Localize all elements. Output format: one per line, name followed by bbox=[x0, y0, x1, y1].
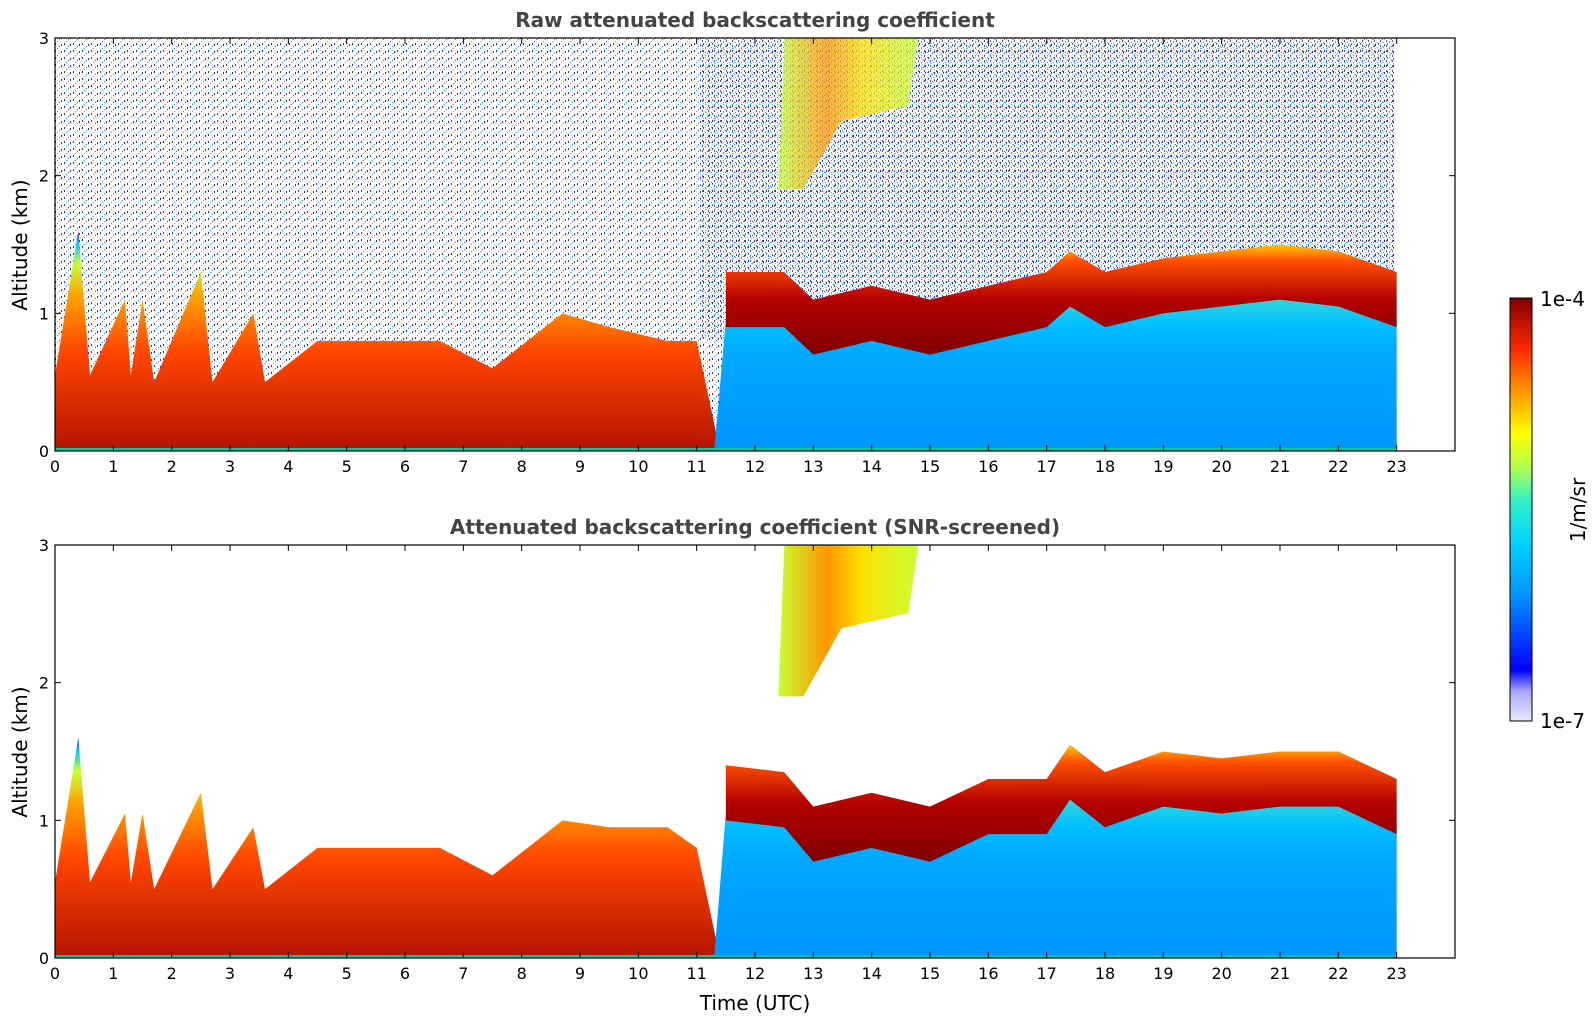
y-tick-label: 0 bbox=[39, 949, 49, 968]
x-tick-label: 16 bbox=[978, 457, 998, 476]
x-tick-label: 8 bbox=[517, 964, 527, 983]
x-tick-label: 20 bbox=[1211, 964, 1231, 983]
x-tick-label: 3 bbox=[225, 964, 235, 983]
daytime-boundary-layer bbox=[55, 230, 720, 451]
surface-band bbox=[55, 448, 1397, 451]
colorbar-max-label: 1e-4 bbox=[1540, 287, 1585, 311]
raw-x-axis: 0 1 2 3 4 5 6 7 8 9 10 11 12 13 14 15 16 17 18 19 20 21 22 23 bbox=[50, 38, 1407, 476]
raw-y-axis-label: Altitude (km) bbox=[8, 179, 32, 310]
x-axis-label: Time (UTC) bbox=[699, 991, 811, 1015]
x-tick-label: 3 bbox=[225, 457, 235, 476]
x-tick-label: 8 bbox=[517, 457, 527, 476]
x-tick-label: 13 bbox=[803, 964, 823, 983]
residual-layer bbox=[714, 792, 1397, 958]
colorbar-min-label: 1e-7 bbox=[1540, 709, 1585, 733]
y-tick-label: 2 bbox=[39, 167, 49, 186]
x-tick-label: 6 bbox=[400, 964, 410, 983]
x-tick-label: 23 bbox=[1386, 457, 1406, 476]
x-tick-label: 9 bbox=[575, 964, 585, 983]
raw-backscatter-panel: Raw attenuated backscattering coefficien… bbox=[8, 8, 1456, 476]
snr-y-axis: 0 1 2 3 bbox=[39, 536, 1455, 968]
snr-x-axis: 0 1 2 3 4 5 6 7 8 9 10 11 12 13 14 15 16 17 18 19 20 21 22 23 bbox=[50, 545, 1407, 983]
snr-heatmap bbox=[55, 545, 1397, 958]
colorbar-gradient bbox=[1509, 297, 1533, 722]
y-tick-label: 1 bbox=[39, 811, 49, 830]
x-tick-label: 5 bbox=[342, 964, 352, 983]
x-tick-label: 19 bbox=[1153, 457, 1173, 476]
x-tick-label: 2 bbox=[167, 964, 177, 983]
daytime-boundary-layer bbox=[55, 737, 720, 958]
residual-layer bbox=[714, 292, 1397, 451]
raw-y-axis: 0 1 2 3 bbox=[39, 29, 1455, 461]
y-tick-label: 3 bbox=[39, 536, 49, 555]
x-tick-label: 7 bbox=[458, 457, 468, 476]
snr-screened-panel: Attenuated backscattering coefficient (S… bbox=[8, 515, 1456, 1015]
surface-band bbox=[55, 955, 1397, 958]
x-tick-label: 10 bbox=[628, 457, 648, 476]
y-tick-label: 0 bbox=[39, 442, 49, 461]
x-tick-label: 17 bbox=[1036, 964, 1056, 983]
layer-top-band bbox=[725, 244, 1397, 355]
x-tick-label: 0 bbox=[50, 964, 60, 983]
x-tick-label: 17 bbox=[1036, 457, 1056, 476]
x-tick-label: 21 bbox=[1270, 457, 1290, 476]
x-tick-label: 22 bbox=[1328, 964, 1348, 983]
x-tick-label: 11 bbox=[686, 457, 706, 476]
x-tick-label: 18 bbox=[1095, 457, 1115, 476]
elevated-cloud bbox=[778, 38, 919, 190]
x-tick-label: 14 bbox=[861, 457, 881, 476]
colorbar: 1e-4 1e-7 1/m/sr bbox=[1509, 287, 1590, 733]
x-tick-label: 22 bbox=[1328, 457, 1348, 476]
y-tick-label: 3 bbox=[39, 29, 49, 48]
x-tick-label: 12 bbox=[745, 964, 765, 983]
x-tick-label: 16 bbox=[978, 964, 998, 983]
x-tick-label: 15 bbox=[920, 457, 940, 476]
snr-y-axis-label: Altitude (km) bbox=[8, 686, 32, 817]
x-tick-label: 4 bbox=[283, 457, 293, 476]
x-tick-label: 23 bbox=[1386, 964, 1406, 983]
x-tick-label: 9 bbox=[575, 457, 585, 476]
elevated-cloud bbox=[778, 545, 919, 697]
x-tick-label: 2 bbox=[167, 457, 177, 476]
x-tick-label: 19 bbox=[1153, 964, 1173, 983]
x-tick-label: 7 bbox=[458, 964, 468, 983]
layer-top-band bbox=[725, 744, 1397, 862]
x-tick-label: 1 bbox=[108, 964, 118, 983]
x-tick-label: 13 bbox=[803, 457, 823, 476]
raw-panel-title: Raw attenuated backscattering coefficien… bbox=[515, 8, 995, 32]
x-tick-label: 14 bbox=[861, 964, 881, 983]
x-tick-label: 4 bbox=[283, 964, 293, 983]
colorbar-unit-label: 1/m/sr bbox=[1566, 477, 1590, 542]
x-tick-label: 10 bbox=[628, 964, 648, 983]
x-tick-label: 1 bbox=[108, 457, 118, 476]
snr-panel-title: Attenuated backscattering coefficient (S… bbox=[450, 515, 1060, 539]
x-tick-label: 6 bbox=[400, 457, 410, 476]
x-tick-label: 11 bbox=[686, 964, 706, 983]
raw-heatmap bbox=[55, 38, 1397, 451]
x-tick-label: 12 bbox=[745, 457, 765, 476]
x-tick-label: 0 bbox=[50, 457, 60, 476]
x-tick-label: 15 bbox=[920, 964, 940, 983]
x-tick-label: 18 bbox=[1095, 964, 1115, 983]
y-tick-label: 1 bbox=[39, 304, 49, 323]
x-tick-label: 21 bbox=[1270, 964, 1290, 983]
x-tick-label: 5 bbox=[342, 457, 352, 476]
x-tick-label: 20 bbox=[1211, 457, 1231, 476]
y-tick-label: 2 bbox=[39, 674, 49, 693]
